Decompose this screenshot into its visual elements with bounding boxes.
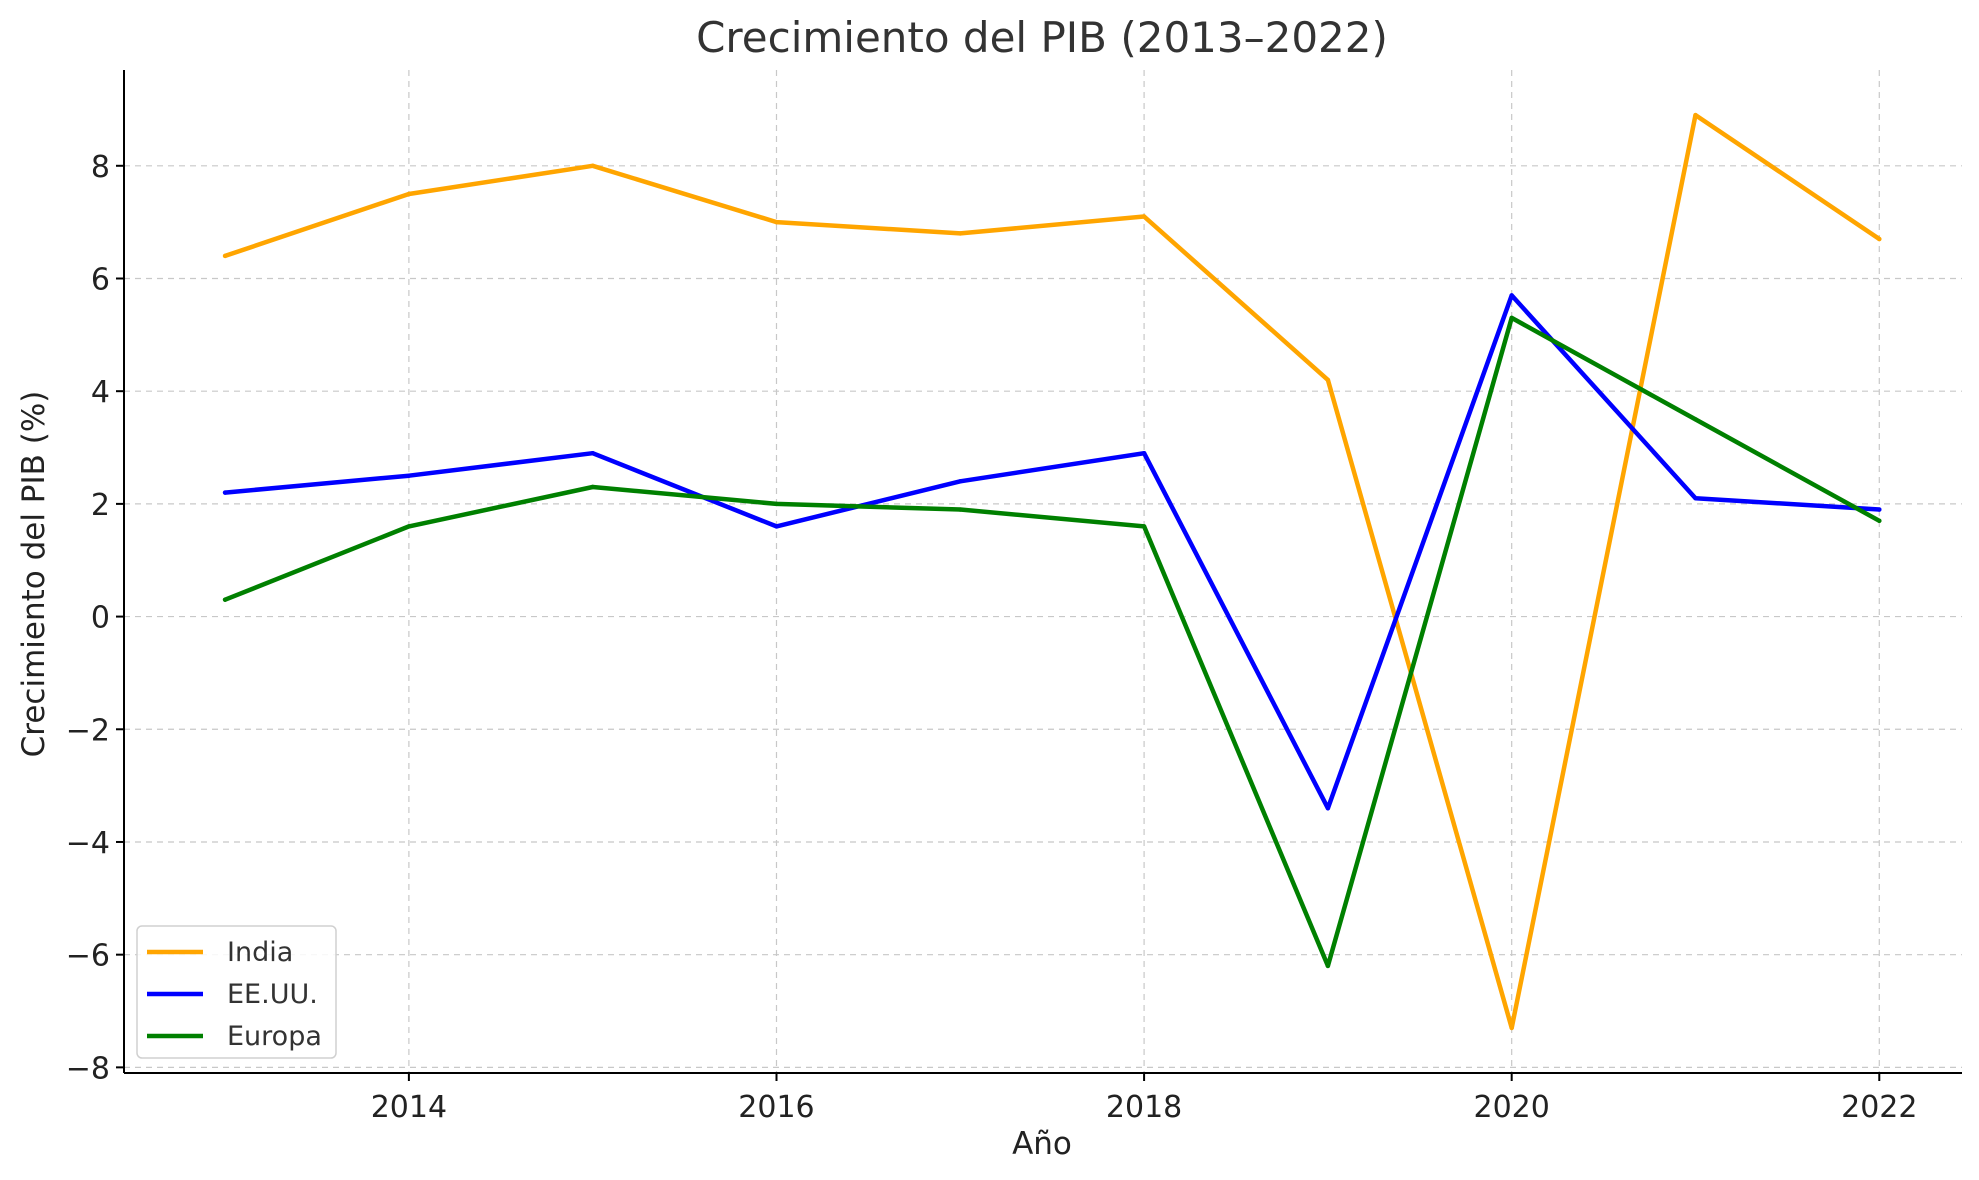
data-point-europa (406, 524, 412, 529)
x-tick-label: 2020 (1474, 1090, 1550, 1125)
data-point-europa (1325, 963, 1331, 969)
legend-box (136, 925, 337, 1059)
x-axis-label: Año (1012, 1126, 1072, 1162)
series-layer (222, 112, 1882, 1031)
y-tick-label: 0 (91, 601, 110, 636)
data-point-india (1325, 377, 1331, 383)
data-point-europa (1877, 518, 1882, 523)
data-point-europa (958, 507, 963, 512)
x-tick-label: 2016 (738, 1090, 814, 1125)
series-line-india (222, 112, 1882, 1031)
data-point-europa (1141, 524, 1147, 529)
data-point-india (774, 219, 779, 225)
series-line-europa (222, 315, 1882, 969)
data-point-india (1141, 214, 1147, 219)
data-point-ee-uu (1693, 496, 1698, 501)
data-point-india (222, 253, 228, 259)
data-point-ee-uu (1877, 507, 1882, 512)
y-tick-label: −4 (66, 826, 110, 861)
y-tick-label: 4 (91, 375, 110, 410)
legend-label-india: India (227, 937, 293, 968)
data-point-europa (1693, 417, 1698, 422)
chart-title: Crecimiento del PIB (2013–2022) (696, 13, 1388, 62)
y-tick-label: −6 (66, 939, 110, 974)
data-point-india (406, 191, 412, 197)
series-line-ee-uu (222, 293, 1882, 811)
x-tick-label: 2018 (1106, 1090, 1182, 1125)
data-point-india (1509, 1025, 1514, 1031)
legend: India EE.UU. Europa (136, 925, 337, 1059)
data-point-india (1693, 112, 1698, 118)
y-tick-label: −8 (66, 1051, 110, 1086)
data-point-india (590, 163, 595, 168)
y-tick-label: 2 (91, 488, 110, 523)
y-tick-label: −2 (66, 713, 110, 748)
data-point-ee-uu (1509, 293, 1514, 298)
data-point-ee-uu (406, 473, 412, 478)
x-tick-label: 2022 (1841, 1090, 1917, 1125)
y-tick-label: 6 (91, 262, 110, 297)
y-axis-label: Crecimiento del PIB (%) (16, 391, 52, 758)
data-point-europa (222, 597, 228, 602)
legend-label-europa: Europa (227, 1021, 322, 1052)
data-point-india (958, 231, 963, 236)
data-point-europa (774, 501, 779, 507)
data-point-india (1877, 236, 1882, 242)
data-point-ee-uu (958, 479, 963, 484)
data-point-europa (590, 484, 595, 490)
x-tick-label: 2014 (371, 1090, 447, 1125)
y-tick-label: 8 (91, 150, 110, 185)
axes (123, 70, 1962, 1074)
data-point-ee-uu (1325, 805, 1331, 811)
data-point-europa (1509, 315, 1514, 321)
data-point-ee-uu (222, 490, 228, 495)
ticks: 2014 2016 2018 2020 2022 −8 −6 −4 −2 0 2 4 6 8 (66, 150, 1918, 1125)
data-point-ee-uu (1141, 450, 1147, 456)
data-point-ee-uu (774, 524, 779, 529)
data-point-ee-uu (590, 450, 595, 456)
legend-label-ee-uu: EE.UU. (227, 979, 318, 1010)
